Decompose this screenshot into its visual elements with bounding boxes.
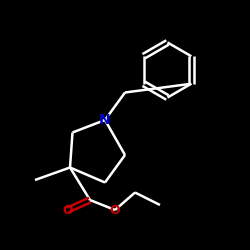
Text: O: O [110, 204, 120, 216]
Text: N: N [99, 113, 111, 127]
Text: O: O [62, 204, 73, 216]
